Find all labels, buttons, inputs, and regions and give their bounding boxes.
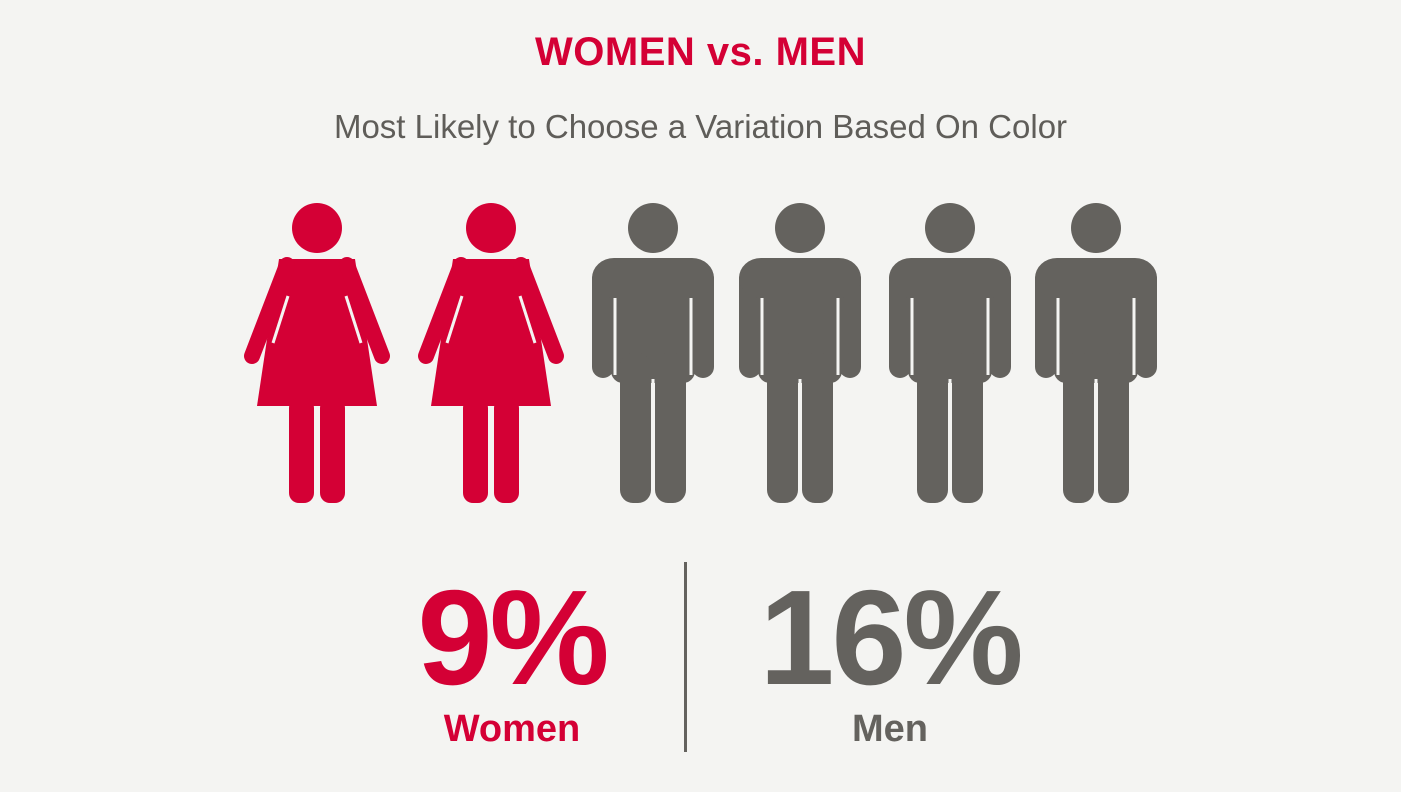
women-percentage: 9% (417, 562, 609, 713)
men-percentage: 16% (759, 562, 1023, 713)
men-stat: 16% Men (735, 562, 1045, 751)
man-icon (739, 203, 861, 503)
women-label: Women (443, 708, 581, 750)
woman-icon (244, 203, 390, 503)
man-icon (1035, 203, 1157, 503)
women-stat: 9% Women (382, 562, 642, 751)
divider (684, 562, 687, 752)
men-label: Men (852, 708, 928, 750)
chart-title: WOMEN vs. MEN (535, 30, 866, 74)
man-icon (592, 203, 714, 503)
chart-subtitle: Most Likely to Choose a Variation Based … (333, 108, 1068, 145)
man-icon (889, 203, 1011, 503)
woman-icon (418, 203, 564, 503)
